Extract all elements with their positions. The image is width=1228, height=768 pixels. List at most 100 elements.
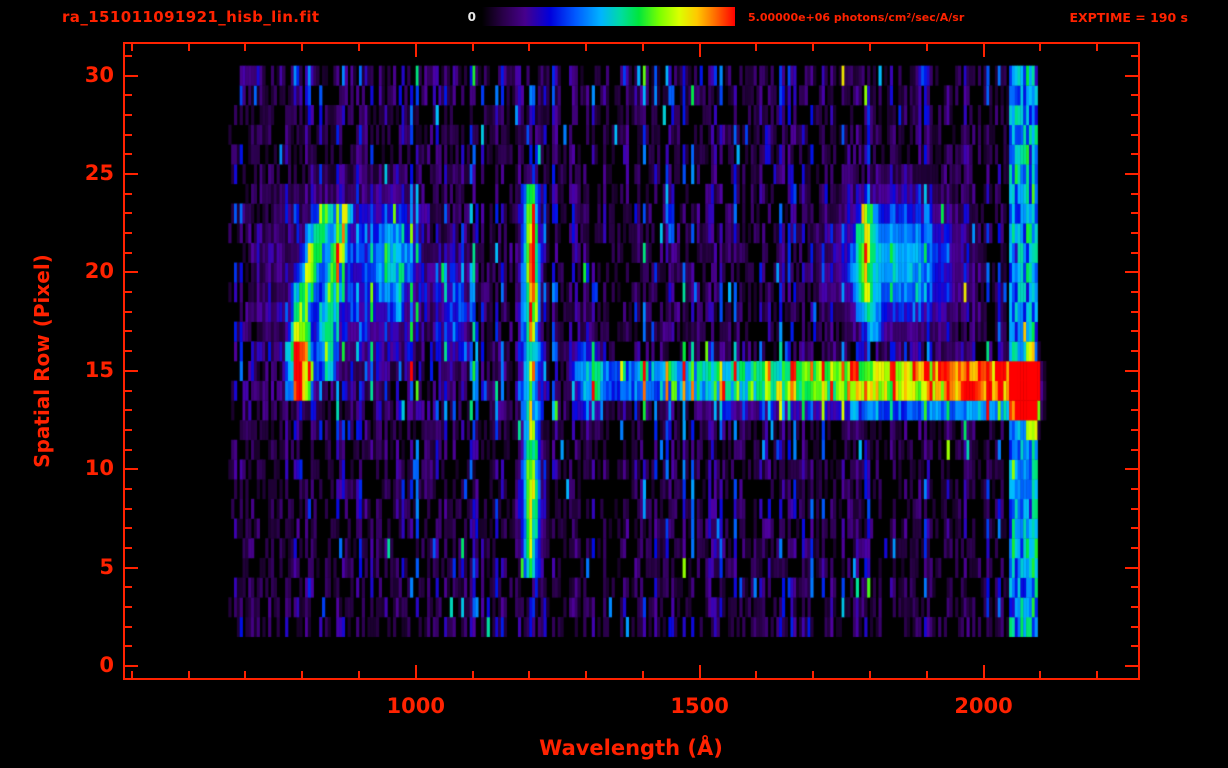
axis-tick: [812, 44, 814, 51]
axis-tick: [1125, 271, 1138, 273]
x-axis-title: Wavelength (Å): [539, 736, 723, 760]
axis-tick: [125, 468, 138, 470]
axis-tick: [585, 671, 587, 678]
x-tick-label: 2000: [954, 694, 1013, 718]
axis-tick: [188, 44, 190, 51]
axis-tick: [1131, 547, 1138, 549]
axis-tick: [188, 671, 190, 678]
axis-tick: [1131, 390, 1138, 392]
colorbar: 0: [462, 7, 735, 26]
axis-tick: [125, 626, 132, 628]
axis-tick: [1131, 330, 1138, 332]
axis-tick: [699, 665, 701, 678]
y-tick-label: 25: [84, 160, 114, 185]
axis-tick: [642, 671, 644, 678]
axis-tick: [1131, 488, 1138, 490]
axis-tick: [699, 44, 701, 57]
axis-tick: [125, 311, 132, 313]
y-tick-label: 20: [84, 259, 114, 284]
axis-tick: [755, 671, 757, 678]
axis-tick: [1131, 645, 1138, 647]
axis-tick: [528, 671, 530, 678]
axis-tick: [1131, 449, 1138, 451]
y-tick-label: 15: [84, 357, 114, 382]
axis-tick: [1131, 55, 1138, 57]
axis-tick: [983, 44, 985, 57]
axis-tick: [1131, 409, 1138, 411]
axis-tick: [1131, 94, 1138, 96]
axis-tick: [869, 671, 871, 678]
axis-tick: [1039, 671, 1041, 678]
axis-tick: [1131, 350, 1138, 352]
axis-tick: [125, 271, 138, 273]
axis-tick: [1131, 311, 1138, 313]
axis-tick: [125, 94, 132, 96]
x-tick-label: 1000: [386, 694, 445, 718]
axis-tick: [125, 232, 132, 234]
axis-tick: [1125, 75, 1138, 77]
axis-tick: [926, 671, 928, 678]
axis-tick: [528, 44, 530, 51]
axis-tick: [415, 665, 417, 678]
axis-tick: [1131, 626, 1138, 628]
axis-tick: [1131, 508, 1138, 510]
axis-tick: [869, 44, 871, 51]
axis-tick: [125, 567, 138, 569]
axis-tick: [125, 55, 132, 57]
axis-tick: [1131, 252, 1138, 254]
axis-tick: [1131, 429, 1138, 431]
axis-tick: [926, 44, 928, 51]
x-tick-label: 1500: [670, 694, 729, 718]
axis-tick: [244, 671, 246, 678]
axis-tick: [125, 429, 132, 431]
colorbar-gradient: [482, 7, 735, 26]
axis-tick: [1131, 606, 1138, 608]
axis-tick: [1131, 153, 1138, 155]
axis-tick: [1131, 193, 1138, 195]
axis-tick: [125, 606, 132, 608]
axis-tick: [125, 665, 138, 667]
axis-tick: [1131, 232, 1138, 234]
axis-tick: [812, 671, 814, 678]
axis-tick: [301, 44, 303, 51]
axis-tick: [1125, 468, 1138, 470]
axis-tick: [983, 665, 985, 678]
axis-tick: [1131, 291, 1138, 293]
axis-tick: [125, 212, 132, 214]
axis-tick: [125, 390, 132, 392]
axis-tick: [642, 44, 644, 51]
y-tick-label: 5: [99, 554, 114, 579]
axis-tick: [131, 44, 133, 51]
y-tick-label: 0: [99, 653, 114, 678]
axis-tick: [358, 44, 360, 51]
axis-tick: [1125, 173, 1138, 175]
axis-tick: [125, 134, 132, 136]
axis-tick: [125, 114, 132, 116]
axis-tick: [125, 409, 132, 411]
axis-tick: [1131, 212, 1138, 214]
filename-title: ra_151011091921_hisb_lin.fit: [62, 8, 320, 26]
axis-tick: [472, 671, 474, 678]
axis-tick: [125, 508, 132, 510]
axis-tick: [415, 44, 417, 57]
axis-tick: [125, 153, 132, 155]
axis-tick: [358, 671, 360, 678]
axis-tick: [244, 44, 246, 51]
axis-tick: [125, 330, 132, 332]
colorbar-max-label: 5.00000e+06 photons/cm²/sec/A/sr: [748, 11, 965, 24]
axis-tick: [125, 449, 132, 451]
axis-tick: [125, 586, 132, 588]
axis-tick: [585, 44, 587, 51]
axis-tick: [125, 527, 132, 529]
axis-tick: [755, 44, 757, 51]
axis-tick: [1096, 44, 1098, 51]
axis-tick: [1131, 134, 1138, 136]
axis-tick: [1125, 567, 1138, 569]
axis-tick: [1096, 671, 1098, 678]
axis-tick: [1125, 370, 1138, 372]
axis-tick: [125, 252, 132, 254]
colorbar-min-label: 0: [467, 9, 476, 24]
axis-tick: [125, 173, 138, 175]
axis-tick: [125, 645, 132, 647]
